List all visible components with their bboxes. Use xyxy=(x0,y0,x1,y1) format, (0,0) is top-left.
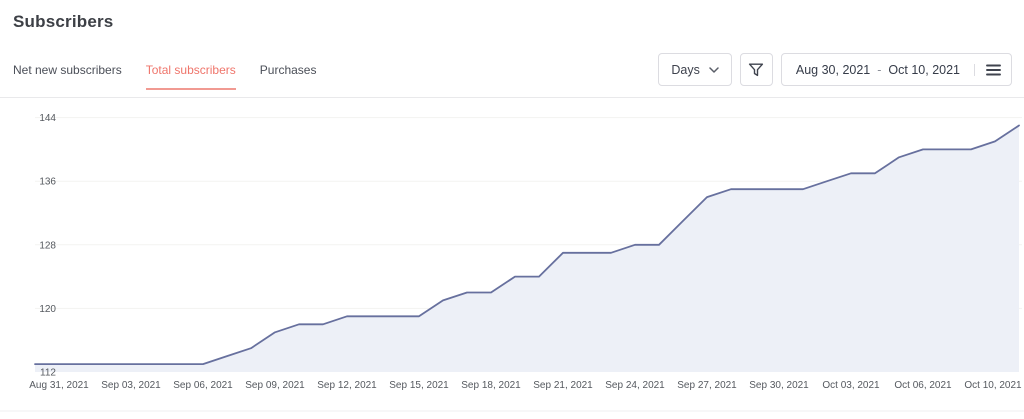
chart-menu-button[interactable] xyxy=(974,63,1011,76)
y-axis-tick-label: 128 xyxy=(39,240,56,251)
date-range-separator: - xyxy=(877,62,882,77)
subscribers-chart[interactable]: 112 120 128 136 144 Aug 31, 2021 Sep 03, 2021 S… xyxy=(0,100,1024,414)
y-axis-tick-label: 120 xyxy=(39,304,56,315)
x-axis-tick-label: Oct 03, 2021 xyxy=(822,380,880,391)
menu-icon xyxy=(985,64,1001,76)
interval-dropdown[interactable]: Days xyxy=(658,53,732,86)
x-axis-tick-label: Sep 12, 2021 xyxy=(317,380,377,391)
y-axis-tick-label: 112 xyxy=(40,368,56,379)
interval-dropdown-label: Days xyxy=(671,62,700,77)
x-axis-tick-label: Sep 27, 2021 xyxy=(677,380,737,391)
chart-canvas: 112 120 128 136 144 Aug 31, 2021 Sep 03, 2021 S… xyxy=(0,113,1024,412)
date-range-input[interactable]: Aug 30, 2021 - Oct 10, 2021 xyxy=(782,63,974,77)
page-title: Subscribers xyxy=(13,12,114,31)
filter-funnel-icon xyxy=(748,62,764,78)
x-axis-tick-label: Oct 06, 2021 xyxy=(894,380,952,391)
tab-purchases[interactable]: Purchases xyxy=(259,63,317,77)
tab-net-new-subscribers[interactable]: Net new subscribers xyxy=(13,63,122,77)
x-axis-tick-label: Sep 24, 2021 xyxy=(605,380,665,391)
date-range-group: Aug 30, 2021 - Oct 10, 2021 xyxy=(780,53,1012,86)
tabbar-divider xyxy=(0,97,1024,98)
tab-total-subscribers[interactable]: Total subscribers xyxy=(145,63,236,90)
tab-bar: Net new subscribers Total subscribers Pu… xyxy=(13,63,316,90)
date-range-end: Oct 10, 2021 xyxy=(888,62,960,77)
x-axis-tick-label: Sep 09, 2021 xyxy=(245,380,305,391)
y-axis-tick-label: 144 xyxy=(39,113,56,124)
filter-button[interactable] xyxy=(739,53,773,86)
x-axis-tick-label: Sep 18, 2021 xyxy=(461,380,521,391)
x-axis-tick-label: Oct 10, 2021 xyxy=(964,380,1022,391)
chart-line xyxy=(34,124,1020,366)
x-axis-tick-label: Sep 03, 2021 xyxy=(101,380,161,391)
x-axis-tick-label: Sep 30, 2021 xyxy=(749,380,809,391)
x-axis-tick-label: Sep 06, 2021 xyxy=(173,380,233,391)
x-axis-tick-label: Aug 31, 2021 xyxy=(29,380,89,391)
chart-controls: Days Aug 30, 2021 - Oct 10, 2021 xyxy=(658,53,1012,86)
x-axis-tick-label: Sep 15, 2021 xyxy=(389,380,449,391)
date-range-start: Aug 30, 2021 xyxy=(795,62,871,77)
x-axis-tick-label: Sep 21, 2021 xyxy=(533,380,593,391)
chevron-down-icon xyxy=(709,66,719,73)
y-axis-tick-label: 136 xyxy=(39,177,56,188)
chart-area-fill xyxy=(35,125,1019,372)
